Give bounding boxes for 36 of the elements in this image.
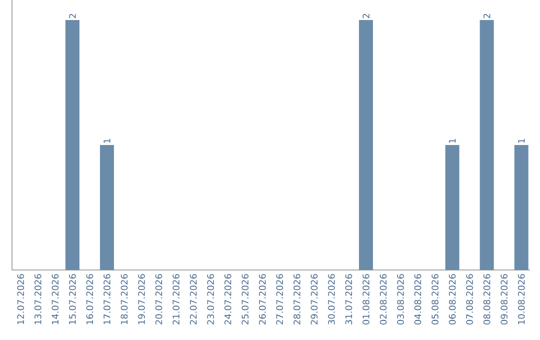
x-tick-label: 14.07.2026 [52, 274, 59, 324]
x-tick-label: 26.07.2026 [258, 274, 266, 324]
x-tick-label: 25.07.2026 [242, 274, 249, 324]
x-tick-label: 24.07.2026 [224, 274, 232, 324]
x-tick-label: 17.07.2026 [104, 274, 110, 324]
x-tick-label: 10.08.2026 [518, 274, 525, 324]
x-tick-label: 16.07.2026 [86, 274, 94, 324]
x-tick-label: 31.07.2026 [345, 274, 352, 324]
x-tick-label: 19.07.2026 [138, 274, 145, 324]
x-tick-label: 27.07.2026 [276, 274, 284, 324]
x-tick-label: 30.07.2026 [328, 274, 335, 324]
x-tick-label: 12.07.2026 [17, 274, 24, 324]
x-tick-label: 29.07.2026 [310, 274, 318, 324]
x-tick-label: 05.08.2026 [432, 274, 438, 324]
x-tick-label: 20.07.2026 [155, 274, 162, 324]
data-label: 1 [104, 138, 110, 143]
x-tick-label: 08.08.2026 [483, 274, 490, 324]
x-tick-label: 22.07.2026 [190, 274, 197, 324]
data-label: 1 [449, 138, 456, 143]
x-tick-label: 15.07.2026 [69, 274, 76, 324]
data-label: 2 [69, 14, 76, 18]
x-tick-label: 06.08.2026 [448, 274, 456, 324]
x-tick-label: 03.08.2026 [397, 274, 404, 324]
x-tick-label: 07.08.2026 [466, 274, 473, 324]
data-label: 2 [483, 14, 490, 18]
x-tick-label: 02.08.2026 [380, 274, 387, 324]
x-tick-label: 09.08.2026 [500, 274, 508, 324]
x-tick-label: 18.07.2026 [120, 274, 128, 324]
x-tick-label: 21.07.2026 [172, 274, 180, 324]
x-tick-label: 13.07.2026 [34, 274, 42, 324]
x-tick-label: 01.08.2026 [362, 274, 370, 324]
x-tick-label: 23.07.2026 [207, 274, 214, 324]
x-tick-label: 04.08.2026 [414, 274, 422, 324]
data-label: 1 [518, 138, 525, 143]
data-label: 2 [362, 14, 370, 18]
x-tick-label: 28.07.2026 [294, 274, 300, 324]
